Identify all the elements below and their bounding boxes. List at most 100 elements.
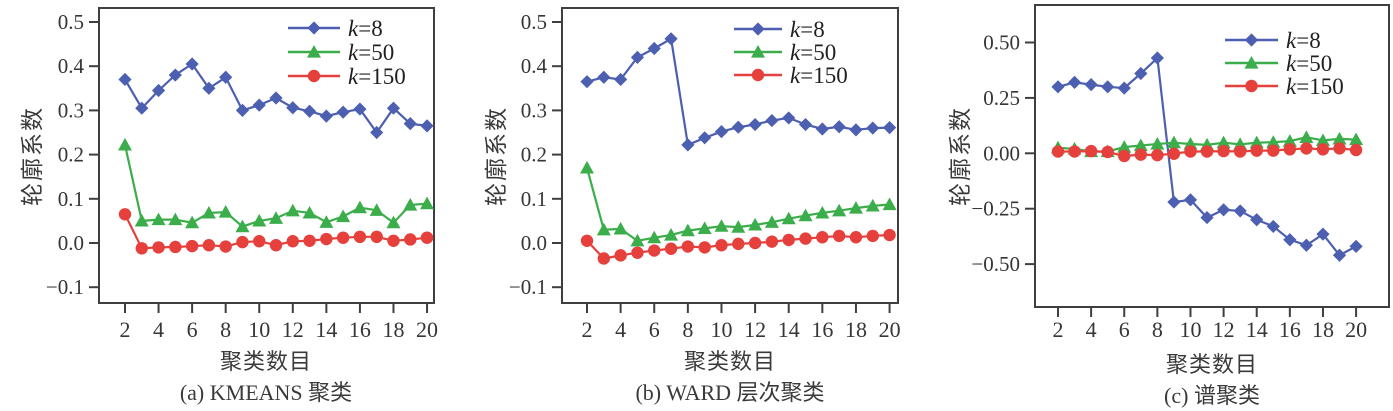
x-tick-label: 20 [879,317,901,342]
diamond-marker [765,113,779,128]
triangle-marker [1282,134,1297,147]
x-tick-label: 12 [282,317,304,342]
diamond-marker [420,119,434,133]
diamond-marker [1299,238,1313,252]
diamond-marker [1217,203,1231,217]
triangle-marker [714,219,729,232]
y-tick-label: −0.1 [509,275,547,299]
circle-marker [748,236,762,250]
diamond-marker [135,101,149,115]
circle-marker [253,235,266,248]
y-tick-label: 0.00 [983,141,1020,165]
diamond-marker [1233,204,1247,218]
chart-panel-kmeans: 0.5 0.4 0.3 0.2 0.1 0.0 −0.1 2 4 6 8 10 12 14 16 18 20 k=… [0,0,464,411]
triangle-marker [664,228,679,241]
diamond-marker [681,138,695,152]
circle-marker [849,231,863,244]
circle-marker [1084,144,1098,158]
x-axis-title: 聚类数目 [219,349,313,374]
circle-marker [135,242,148,255]
legend-label: k=150 [790,63,848,88]
triangle-marker [865,198,880,212]
triangle-marker [1150,136,1165,150]
circle-marker [336,231,350,244]
x-tick-label: 8 [220,317,231,342]
diamond-marker [1316,227,1330,241]
circle-marker [185,239,199,253]
y-tick-label: 0.2 [58,143,84,167]
triangle-marker [307,45,321,58]
x-axis-title: 聚类数目 [1165,352,1259,377]
circle-marker [614,249,627,262]
y-axis-title: 轮廓系数 [948,106,973,206]
diamond-marker [866,121,880,135]
diamond-marker [882,121,897,135]
diamond-marker [336,105,350,119]
triangle-marker [781,211,796,225]
x-tick-label: 18 [382,317,404,342]
y-tick-label: 0.4 [58,54,85,78]
triangle-marker [1349,132,1364,146]
legend-label: k=150 [1286,74,1344,99]
diamond-marker [1134,66,1148,81]
triangle-marker [269,211,284,224]
x-tick-label: 16 [349,317,371,342]
circle-marker [1217,144,1230,158]
triangle-marker [680,223,695,237]
diamond-marker [1244,33,1259,47]
triangle-marker [235,219,250,233]
circle-marker [816,231,829,244]
circle-marker [1267,144,1280,157]
x-tick-label: 4 [615,317,626,342]
diamond-marker [1200,210,1214,225]
y-tick-label: 0.5 [521,10,547,34]
x-tick-label: 8 [682,317,693,342]
circle-marker [1283,143,1297,156]
triangle-marker [218,205,233,218]
diamond-marker [1150,51,1164,65]
triangle-marker [832,203,847,217]
diamond-marker [731,120,745,134]
circle-marker [715,239,728,252]
x-tick-label: 4 [153,317,164,342]
triangle-marker [1315,133,1330,147]
diamond-marker [185,57,199,71]
triangle-marker [630,233,645,247]
x-tick-label: 14 [315,317,337,342]
triangle-marker [697,221,712,235]
circle-marker [286,235,299,248]
triangle-marker [613,221,628,235]
legend-label: k=8 [1286,28,1321,53]
circle-marker [307,69,321,83]
diamond-marker [1167,195,1181,209]
circle-marker [269,239,283,252]
x-tick-label: 14 [778,317,800,342]
circle-marker [681,240,695,253]
circle-marker [1068,145,1081,158]
y-tick-label: 0.25 [983,86,1020,110]
diamond-marker [614,72,628,87]
y-tick-label: 0.1 [58,187,84,211]
triangle-marker [1299,130,1314,143]
diamond-marker [1067,75,1082,89]
y-tick-label: 0.0 [521,231,547,255]
triangle-marker [1166,135,1181,149]
triangle-marker [369,203,384,216]
circle-marker [1300,142,1313,155]
y-tick-label: 0.0 [58,231,84,255]
x-tick-label: 10 [248,317,270,342]
diamond-marker [798,117,813,132]
circle-marker [832,229,846,243]
circle-marker [353,230,367,244]
diamond-marker [597,70,611,84]
circle-marker [1134,148,1147,161]
triangle-marker [285,203,300,217]
triangle-marker [1133,138,1148,152]
legend-label: k=8 [348,16,383,41]
diamond-marker [370,125,384,140]
diamond-marker [1283,233,1297,247]
circle-marker [1233,145,1247,158]
x-tick-label: 16 [811,317,833,342]
triangle-marker [134,213,149,227]
